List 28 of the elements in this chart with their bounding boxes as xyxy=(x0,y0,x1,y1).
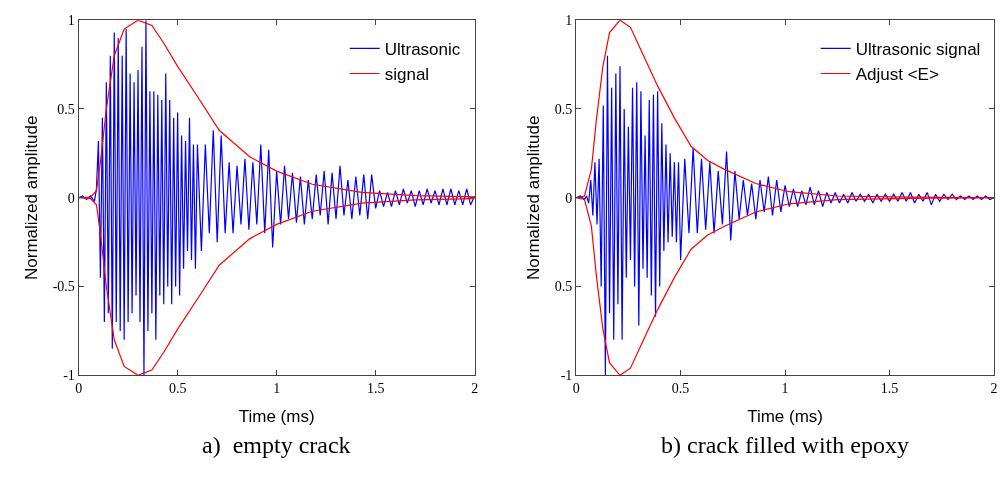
text: a) empty crack xyxy=(202,432,351,458)
y-tick-label: 1 xyxy=(565,13,573,29)
legend-label: Ultrasonic signal xyxy=(855,40,981,60)
legend-label: Adjust <E> xyxy=(855,65,939,85)
x-axis-title: Time (ms) xyxy=(238,406,315,426)
legend-label: signal xyxy=(384,65,430,85)
x-tick-label: 0.5 xyxy=(671,381,690,397)
y-tick-label: -1 xyxy=(63,368,75,384)
y-axis-title: Normalized amplitude xyxy=(524,115,544,280)
legend-label: Ultrasonic xyxy=(384,40,461,60)
y-tick-label: -1 xyxy=(560,368,573,384)
y-tick-label: 0 xyxy=(67,190,75,206)
x-tick-label: 1.5 xyxy=(366,381,385,397)
x-tick-label: 1 xyxy=(273,381,281,397)
x-tick-label: 2 xyxy=(471,381,479,397)
x-tick-label: 0.5 xyxy=(168,381,187,397)
x-axis-title: Time (ms) xyxy=(747,406,823,426)
y-axis-title: Normalized amplitude xyxy=(22,115,42,280)
x-tick-label: 1.5 xyxy=(880,381,899,397)
y-tick-label: 0.5 xyxy=(57,101,75,117)
text: b) crack filled with epoxy xyxy=(661,432,909,458)
y-tick-label: 0 xyxy=(565,190,573,206)
y-tick-label: 0.5 xyxy=(554,101,573,117)
y-tick-label: 1 xyxy=(67,13,75,29)
y-tick-label: 0.5 xyxy=(554,279,573,295)
x-tick-label: 1 xyxy=(781,381,789,397)
x-tick-label: 2 xyxy=(990,381,998,397)
y-tick-label: -0.5 xyxy=(52,279,75,295)
